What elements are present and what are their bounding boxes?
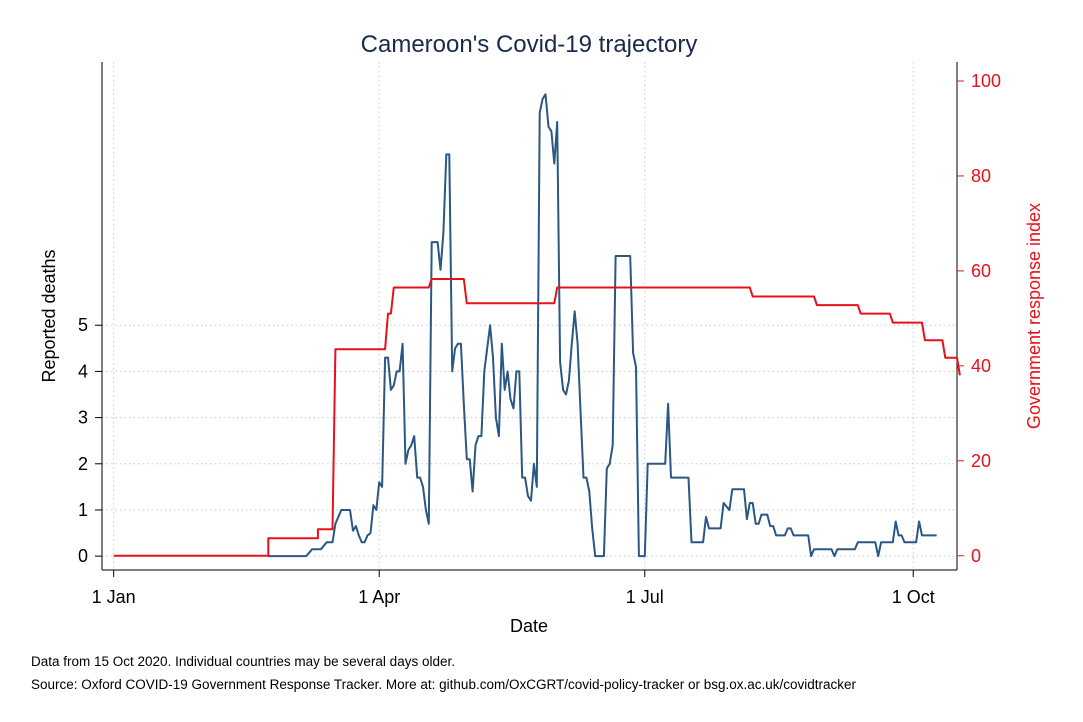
- y-axis-right-label: Government response index: [1024, 203, 1044, 429]
- y-axis-right-ticks: 0 20 40 60 80 100: [957, 71, 1001, 566]
- x-tick-label-2: 1 Jul: [626, 587, 664, 607]
- x-axis-label: Date: [510, 616, 548, 636]
- x-axis-ticks: 1 Jan 1 Apr 1 Jul 1 Oct: [92, 570, 935, 607]
- y-left-tick-label-4: 4: [78, 361, 88, 381]
- y-right-tick-label-0: 0: [971, 546, 981, 566]
- chart-title: Cameroon's Covid-19 trajectory: [361, 31, 698, 58]
- y-left-tick-label-2: 2: [78, 454, 88, 474]
- y-left-tick-label-0: 0: [78, 546, 88, 566]
- y-right-tick-label-3: 60: [971, 261, 991, 281]
- x-tick-label-1: 1 Apr: [358, 587, 400, 607]
- y-right-tick-label-1: 20: [971, 451, 991, 471]
- series-line-government-response-index: [113, 278, 961, 557]
- y-left-tick-label-3: 3: [78, 408, 88, 428]
- x-tick-label-3: 1 Oct: [892, 587, 935, 607]
- y-left-tick-label-5: 5: [78, 315, 88, 335]
- y-right-tick-label-4: 80: [971, 166, 991, 186]
- footer-note-source: Source: Oxford COVID-19 Government Respo…: [31, 677, 857, 692]
- grid-lines: [102, 62, 957, 570]
- x-tick-label-0: 1 Jan: [92, 587, 136, 607]
- y-axis-left-label: Reported deaths: [39, 249, 59, 382]
- y-left-tick-label-1: 1: [78, 500, 88, 520]
- y-right-tick-label-5: 100: [971, 71, 1001, 91]
- footer-note-data-date: Data from 15 Oct 2020. Individual countr…: [31, 654, 455, 669]
- series-line-reported-deaths: [268, 93, 937, 558]
- y-axis-left-ticks: 0 1 2 3 4 5: [78, 315, 102, 566]
- y-right-tick-label-2: 40: [971, 356, 991, 376]
